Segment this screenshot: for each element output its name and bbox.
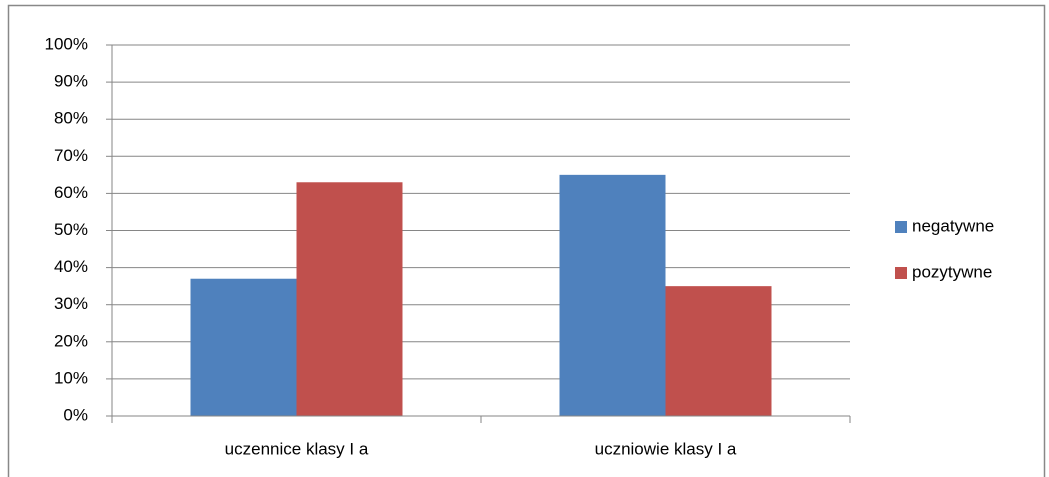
y-tick-label: 40% xyxy=(54,257,88,276)
x-tick-label: uczennice klasy I a xyxy=(225,439,369,458)
y-tick-label: 20% xyxy=(54,331,88,350)
y-tick-label: 60% xyxy=(54,183,88,202)
y-tick-label: 30% xyxy=(54,294,88,313)
chart-frame xyxy=(7,4,1046,477)
y-tick-label: 0% xyxy=(63,405,88,424)
y-tick-label: 50% xyxy=(54,220,88,239)
legend-label: pozytywne xyxy=(912,262,992,281)
bar xyxy=(296,182,403,416)
legend-swatch xyxy=(895,221,907,233)
bar xyxy=(559,174,666,416)
y-tick-label: 10% xyxy=(54,368,88,387)
y-tick-label: 80% xyxy=(54,109,88,128)
legend-label: negatywne xyxy=(912,216,994,235)
bar xyxy=(665,286,772,416)
x-tick-label: uczniowie klasy I a xyxy=(595,439,737,458)
legend-swatch xyxy=(895,267,907,279)
y-tick-label: 100% xyxy=(45,34,88,53)
y-tick-label: 90% xyxy=(54,72,88,91)
bar xyxy=(190,278,297,416)
y-tick-label: 70% xyxy=(54,146,88,165)
